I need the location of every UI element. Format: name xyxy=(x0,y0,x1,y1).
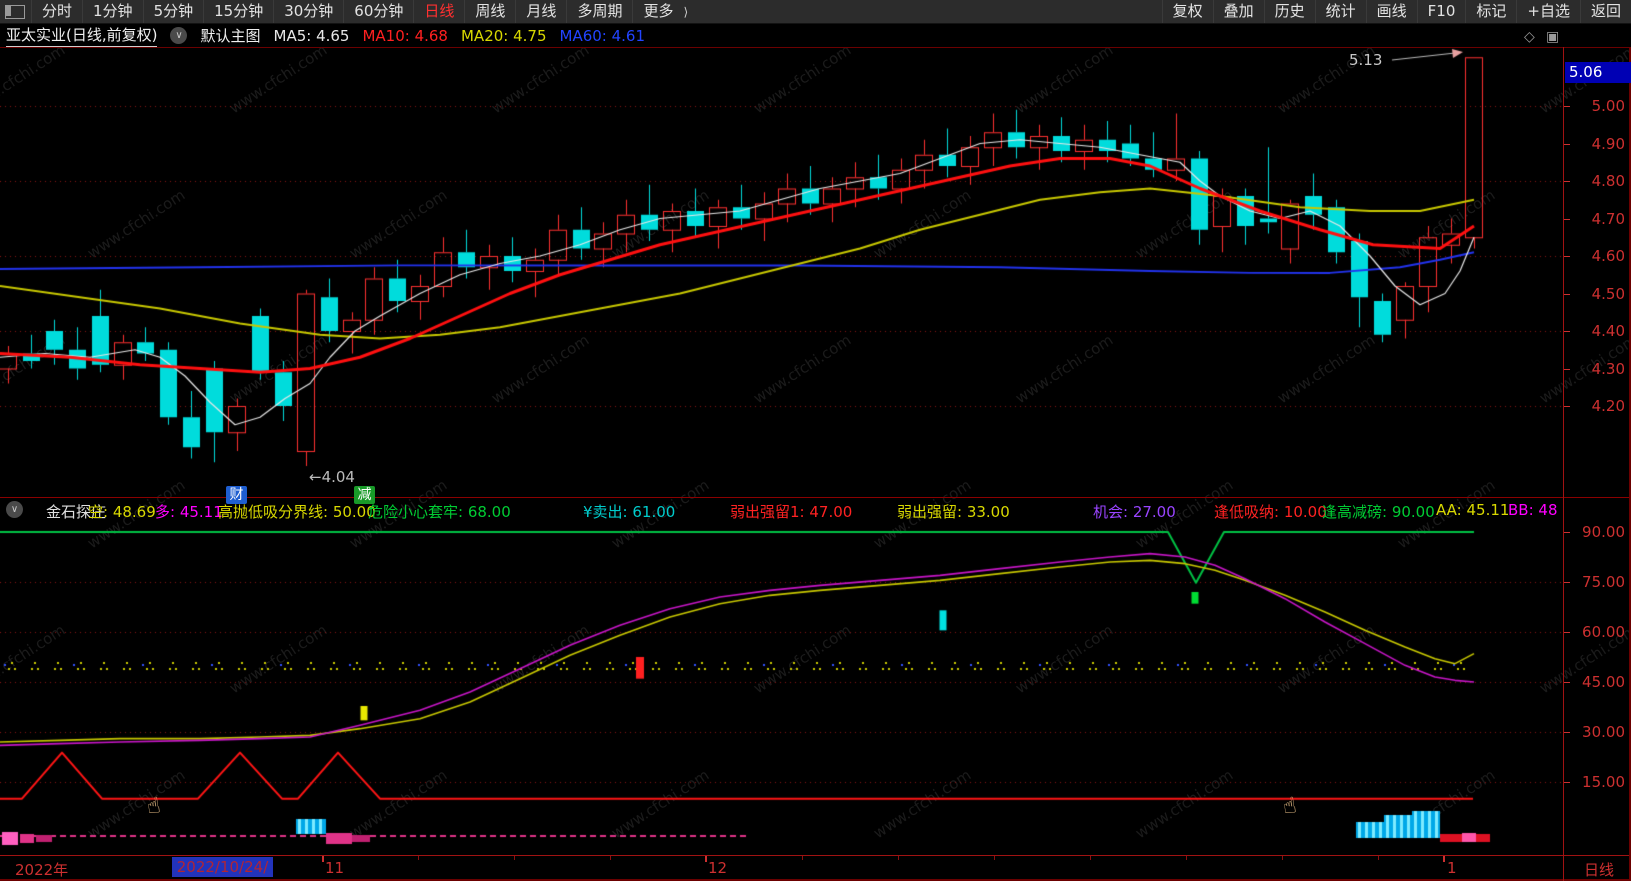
period-menu-item-3[interactable]: 15分钟 xyxy=(203,0,273,23)
month-label: 12 xyxy=(708,859,728,877)
period-menu-item-4[interactable]: 30分钟 xyxy=(273,0,343,23)
toolbar: 分时 1分钟 5分钟 15分钟 30分钟 60分钟 日线 周线 月线 多周期 更多 ⟩ 复权 叠加 历史统… xyxy=(0,0,1631,24)
high-price-annotation: 5.13 xyxy=(1349,51,1383,69)
ma-value-0: MA5: 4.65 xyxy=(273,26,350,45)
indicator-axis-label: 15.00 xyxy=(1582,773,1625,791)
jian-marker-badge: 减 xyxy=(354,486,375,504)
price-axis-label: 4.60 xyxy=(1591,247,1625,265)
overlay-label[interactable]: 默认主图 xyxy=(200,27,261,45)
action-button-0[interactable]: 复权 xyxy=(1161,0,1213,23)
panel-separator xyxy=(0,497,1631,498)
period-menu-item-9[interactable]: 多周期 xyxy=(566,0,632,23)
price-axis-label: 4.70 xyxy=(1591,209,1625,228)
stock-title[interactable]: 亚太实业(日线,前复权) xyxy=(6,24,158,47)
axis-row-border xyxy=(0,855,1631,856)
month-label: 1 xyxy=(1447,859,1457,877)
indicator-axis-label: 75.00 xyxy=(1582,573,1625,591)
indicator-axis-label: 30.00 xyxy=(1582,723,1625,741)
y-axis-border xyxy=(1563,47,1564,881)
period-menu-item-5[interactable]: 60分钟 xyxy=(343,0,413,23)
action-button-7[interactable]: +自选 xyxy=(1516,0,1580,23)
indicator-field-5: 弱出强留1: 47.00 xyxy=(730,503,853,521)
indicator-axis-label: 45.00 xyxy=(1582,673,1625,691)
price-axis-label: 4.40 xyxy=(1591,322,1625,340)
ma-value-3: MA60: 4.61 xyxy=(559,26,646,45)
period-menu-item-10[interactable]: 更多 xyxy=(632,0,683,23)
date-anchor-label: 2022/10/24/一 xyxy=(172,857,273,881)
action-button-4[interactable]: 画线 xyxy=(1365,0,1417,23)
price-axis-label: 4.80 xyxy=(1591,172,1625,190)
right-edge-border xyxy=(1629,47,1631,881)
indicator-field-10: AA: 45.11 xyxy=(1436,501,1510,519)
indicator-field-7: 机会: 27.00 xyxy=(1093,503,1176,521)
indicator-chevron-icon[interactable]: ∨ xyxy=(6,501,23,518)
indicator-axis-label: 60.00 xyxy=(1582,623,1625,641)
indicator-field-0: 空: 48.69 xyxy=(88,503,156,521)
month-label: 11 xyxy=(325,859,345,877)
action-button-6[interactable]: 标记 xyxy=(1465,0,1516,23)
split-panel-icon[interactable]: ▣ xyxy=(1546,29,1560,45)
last-price-marker: 5.06 xyxy=(1565,62,1631,83)
period-menu-item-6[interactable]: 日线 xyxy=(413,0,464,23)
low-price-annotation: ←4.04 xyxy=(309,468,355,486)
action-button-1[interactable]: 叠加 xyxy=(1212,0,1264,23)
action-button-5[interactable]: F10 xyxy=(1416,0,1466,23)
info-bar: 亚太实业(日线,前复权) ∨ 默认主图 MA5: 4.65 MA10: 4.68 M… xyxy=(0,24,1631,47)
action-button-3[interactable]: 统计 xyxy=(1314,0,1366,23)
period-menu: 分时 1分钟 5分钟 15分钟 30分钟 60分钟 日线 周线 月线 多周期 更多 ⟩ xyxy=(0,0,696,23)
period-menu-item-8[interactable]: 月线 xyxy=(515,0,566,23)
indicator-name[interactable]: 金石探庄 xyxy=(46,503,107,521)
indicator-field-6: 弱出强留: 33.00 xyxy=(897,503,1010,521)
price-axis-label: 5.00 xyxy=(1591,97,1625,115)
indicator-field-4: ¥卖出: 61.00 xyxy=(583,503,676,521)
indicator-field-9: 逢高减磅: 90.00 xyxy=(1322,503,1435,521)
diamond-icon[interactable]: ◇ xyxy=(1524,29,1535,45)
action-button-8[interactable]: 返回 xyxy=(1579,0,1631,23)
panel-toggle-icon[interactable] xyxy=(5,4,25,19)
period-menu-item-0[interactable]: 分时 xyxy=(31,0,82,23)
chevron-down-icon[interactable]: ∨ xyxy=(170,27,188,44)
period-corner-label: 日线 xyxy=(1584,861,1615,879)
indicator-axis-label: 90.00 xyxy=(1582,523,1625,541)
more-arrow-icon: ⟩ xyxy=(683,4,689,19)
action-button-2[interactable]: 历史 xyxy=(1263,0,1315,23)
price-axis-label: 4.20 xyxy=(1591,397,1625,415)
indicator-field-11: BB: 48 xyxy=(1508,501,1558,519)
price-axis-label: 4.30 xyxy=(1591,359,1625,378)
indicator-field-1: 多: 45.11 xyxy=(155,503,223,521)
price-axis-label: 4.50 xyxy=(1591,284,1625,303)
period-menu-item-2[interactable]: 5分钟 xyxy=(142,0,204,23)
indicator-field-3: 危险小心套牢: 68.00 xyxy=(368,503,511,521)
period-menu-item-1[interactable]: 1分钟 xyxy=(82,0,143,23)
ma-value-1: MA10: 4.68 xyxy=(362,26,448,45)
ma-value-2: MA20: 4.75 xyxy=(460,26,547,45)
price-axis-label: 4.90 xyxy=(1591,134,1625,153)
bottom-border xyxy=(0,879,1631,881)
indicator-field-2: 高抛低吸分界线: 50.00 xyxy=(218,503,376,521)
chart-top-border xyxy=(0,47,1631,48)
cai-marker-badge: 财 xyxy=(226,486,247,504)
period-menu-item-7[interactable]: 周线 xyxy=(464,0,515,23)
action-menu: 复权 叠加 历史 统计 画线 F10 标记 +自选 返回 xyxy=(1161,0,1631,23)
year-label: 2022年 xyxy=(15,861,69,879)
indicator-field-8: 逢低吸纳: 10.00 xyxy=(1214,503,1327,521)
